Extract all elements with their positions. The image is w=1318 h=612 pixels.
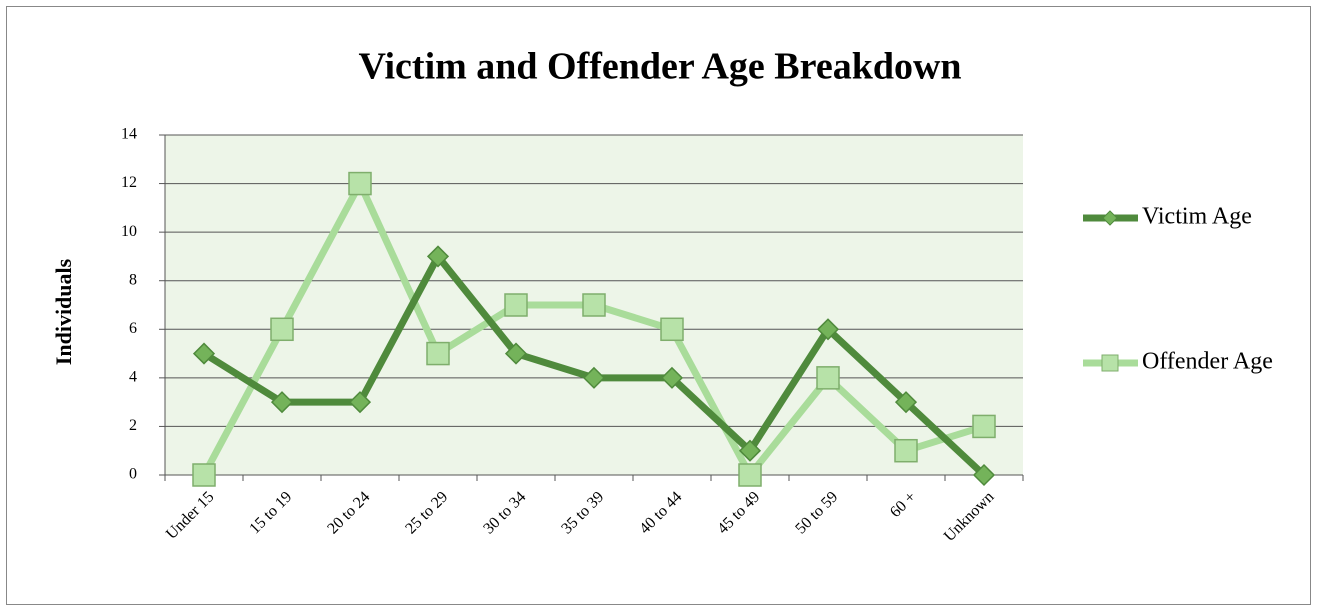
marker [504, 293, 528, 317]
marker [192, 342, 216, 365]
y-tick-label: 12 [121, 174, 137, 191]
marker [426, 341, 450, 366]
y-tick-label: 14 [121, 126, 137, 143]
marker [894, 438, 918, 463]
legend-label: Offender Age [1142, 349, 1273, 375]
marker [348, 171, 372, 196]
marker [504, 342, 528, 365]
y-tick-label: 2 [129, 417, 137, 434]
marker [738, 439, 762, 462]
marker [348, 391, 372, 414]
y-tick-label: 8 [129, 271, 137, 288]
marker [426, 245, 450, 268]
legend-marker [1102, 210, 1118, 226]
y-tick-label: 10 [121, 223, 137, 240]
legend-label: Victim Age [1142, 204, 1252, 230]
marker [816, 366, 840, 390]
marker [738, 463, 762, 487]
marker [660, 366, 684, 389]
marker [972, 414, 996, 439]
y-tick-label: 6 [129, 320, 137, 337]
marker [582, 366, 606, 389]
y-tick-label: 0 [129, 466, 137, 483]
marker [270, 391, 294, 414]
marker [972, 463, 996, 487]
marker [582, 293, 606, 317]
y-axis-label: Individuals [51, 258, 76, 365]
marker [660, 317, 684, 342]
y-tick-label: 4 [129, 369, 137, 386]
marker [894, 391, 918, 414]
marker [270, 317, 294, 342]
legend-marker [1101, 354, 1119, 372]
marker [192, 463, 216, 487]
chart-title: Victim and Offender Age Breakdown [358, 46, 961, 88]
marker [816, 318, 840, 341]
